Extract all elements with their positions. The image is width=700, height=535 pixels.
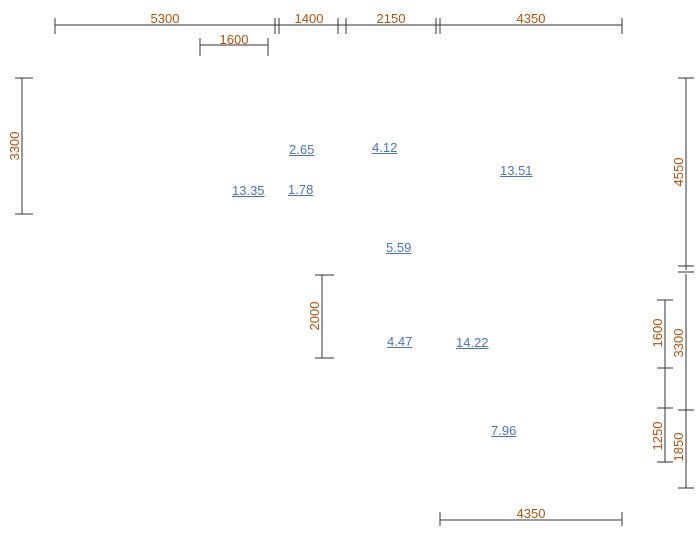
top-dimension-chain: 5300 1400 2150 4350 [54, 11, 623, 34]
left-dimension: 3300 [7, 77, 33, 215]
area-label-1-78[interactable]: 1.78 [288, 182, 314, 197]
dimension-top-5300: 5300 [151, 11, 180, 26]
area-label-7-96[interactable]: 7.96 [491, 423, 517, 438]
area-label-13-35[interactable]: 13.35 [232, 183, 265, 198]
area-label-4-47[interactable]: 4.47 [387, 334, 413, 349]
dimension-bottom-4350: 4350 [517, 506, 546, 521]
dimension-right-1250: 1250 [650, 422, 665, 451]
dimension-top-sub-1600: 1600 [220, 32, 249, 47]
dimension-top-4350: 4350 [517, 11, 546, 26]
area-label-14-22[interactable]: 14.22 [456, 335, 489, 350]
right-lower-dimensions: 1600 3300 1250 1850 [650, 274, 694, 489]
bottom-dimension: 4350 [439, 506, 623, 526]
right-upper-dimension: 4550 [671, 77, 694, 273]
dimension-right-1600: 1600 [650, 319, 665, 348]
dimension-top-1400: 1400 [295, 11, 324, 26]
area-label-2-65[interactable]: 2.65 [289, 142, 315, 157]
area-label-13-51[interactable]: 13.51 [500, 163, 533, 178]
dimension-left-3300: 3300 [7, 132, 22, 161]
dimension-right-3300: 3300 [671, 329, 686, 358]
dimension-top-2150: 2150 [377, 11, 406, 26]
middle-dimension: 2000 [307, 274, 334, 359]
top-sub-dimension: 1600 [199, 32, 269, 56]
dimension-middle-2000: 2000 [307, 302, 322, 331]
area-label-4-12[interactable]: 4.12 [372, 140, 398, 155]
dimension-right-4550: 4550 [671, 158, 686, 187]
dimension-right-1850: 1850 [671, 433, 686, 462]
area-label-5-59[interactable]: 5.59 [386, 240, 412, 255]
